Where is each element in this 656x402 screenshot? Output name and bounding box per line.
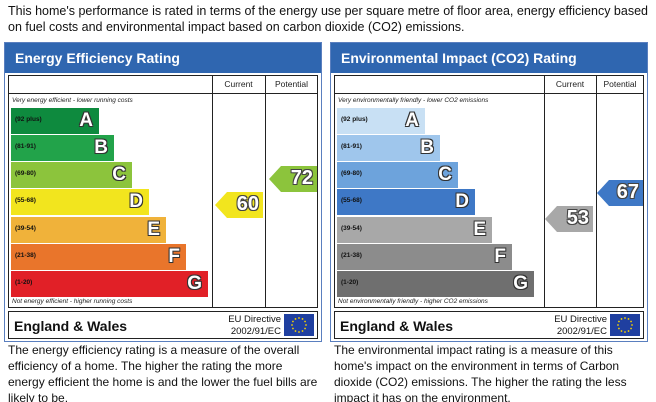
band-a: (92 plus) A — [11, 108, 99, 134]
band-a: (92 plus) A — [337, 108, 425, 134]
potential-rating-value: 72 — [290, 167, 313, 189]
environment-top-note: Very environmentally friendly - lower CO… — [338, 97, 489, 104]
energy-rating-grid: Current Potential Very energy efficient … — [8, 75, 318, 308]
energy-caption: The energy efficiency rating is a measur… — [8, 343, 318, 402]
band-g: (1-20) G — [337, 271, 534, 297]
region-label: England & Wales — [14, 318, 128, 334]
region-label: England & Wales — [340, 318, 454, 334]
eu-flag-icon — [610, 314, 640, 336]
current-rating-arrow: 60 — [215, 192, 263, 218]
band-c: (69-80) C — [337, 162, 458, 188]
band-d: (55-68) D — [11, 189, 149, 215]
band-e: (39-54) E — [11, 217, 166, 243]
eu-directive: EU Directive 2002/91/EC — [554, 314, 607, 337]
band-c: (69-80) C — [11, 162, 132, 188]
energy-top-note: Very energy efficient - lower running co… — [12, 97, 133, 104]
potential-column-label: Potential — [603, 79, 637, 89]
environmental-impact-title: Environmental Impact (CO2) Rating — [331, 43, 647, 73]
potential-rating-arrow: 72 — [269, 166, 317, 192]
current-column-label: Current — [224, 79, 253, 89]
environment-caption: The environmental impact rating is a mea… — [334, 343, 627, 402]
energy-bottom-note: Not energy efficient - higher running co… — [12, 298, 133, 305]
energy-footer: England & Wales EU Directive 2002/91/EC — [8, 311, 318, 339]
current-column-label: Current — [555, 79, 585, 89]
current-rating-value: 53 — [566, 207, 589, 229]
environmental-impact-panel: Environmental Impact (CO2) Rating Curren… — [330, 42, 648, 342]
energy-efficiency-title: Energy Efficiency Rating — [5, 43, 321, 73]
current-rating-value: 60 — [236, 193, 259, 215]
eu-directive: EU Directive 2002/91/EC — [228, 314, 281, 337]
potential-column-label: Potential — [274, 79, 309, 89]
band-f: (21-38) F — [11, 244, 186, 270]
potential-rating-value: 67 — [616, 181, 639, 203]
band-b: (81-91) B — [337, 135, 440, 161]
energy-efficiency-panel: Energy Efficiency Rating Current Potenti… — [4, 42, 322, 342]
eu-flag-icon — [284, 314, 314, 336]
band-b: (81-91) B — [11, 135, 114, 161]
band-e: (39-54) E — [337, 217, 492, 243]
current-rating-arrow: 53 — [545, 206, 593, 232]
environment-footer: England & Wales EU Directive 2002/91/EC — [334, 311, 644, 339]
band-g: (1-20) G — [11, 271, 208, 297]
environment-bottom-note: Not environmentally friendly - higher CO… — [338, 298, 488, 305]
band-d: (55-68) D — [337, 189, 475, 215]
environment-rating-grid: Current Potential Very environmentally f… — [334, 75, 644, 308]
intro-text: This home's performance is rated in term… — [8, 4, 648, 34]
band-f: (21-38) F — [337, 244, 512, 270]
potential-rating-arrow: 67 — [597, 180, 643, 206]
